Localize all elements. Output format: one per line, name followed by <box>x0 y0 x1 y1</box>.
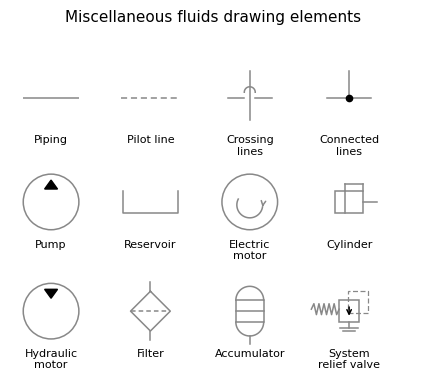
Text: Connected
lines: Connected lines <box>318 135 378 157</box>
Text: Accumulator: Accumulator <box>214 349 284 359</box>
Text: System
relief valve: System relief valve <box>317 349 379 370</box>
Text: Hydraulic
motor: Hydraulic motor <box>24 349 78 370</box>
Text: Electric
motor: Electric motor <box>228 240 270 261</box>
Bar <box>338 300 358 322</box>
Bar <box>347 291 367 313</box>
Text: Miscellaneous fluids drawing elements: Miscellaneous fluids drawing elements <box>65 10 361 25</box>
Text: Cylinder: Cylinder <box>325 240 371 250</box>
Polygon shape <box>44 180 58 189</box>
Bar <box>334 191 362 213</box>
Text: Piping: Piping <box>34 135 68 146</box>
Text: Pump: Pump <box>35 240 66 250</box>
Polygon shape <box>44 289 58 298</box>
Bar <box>235 300 263 322</box>
Text: Crossing
lines: Crossing lines <box>225 135 273 157</box>
Text: Pilot line: Pilot line <box>126 135 174 146</box>
Text: Reservoir: Reservoir <box>124 240 176 250</box>
Text: Filter: Filter <box>136 349 164 359</box>
